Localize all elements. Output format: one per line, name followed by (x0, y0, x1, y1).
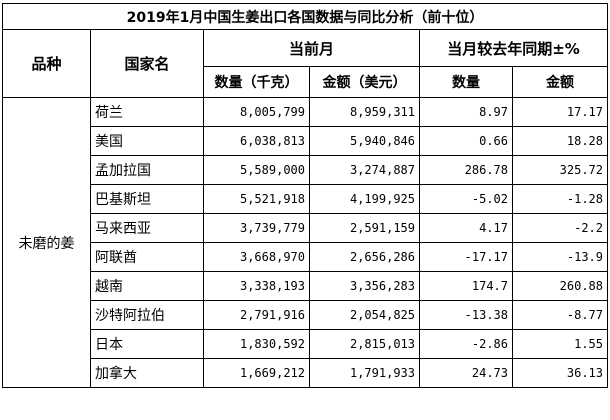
qty-pct-cell: 286.78 (419, 155, 513, 185)
table-body: 未磨的姜 荷兰 8,005,799 8,959,311 8.97 17.17 美国 6,038… (2, 97, 608, 388)
qty-pct-header: 数量 (419, 66, 513, 98)
country-cell: 美国 (90, 126, 204, 156)
table-row: 巴基斯坦 5,521,918 4,199,925 -5.02 -1.28 (3, 184, 608, 214)
amount-cell: 3,274,887 (309, 155, 420, 185)
qty-pct-cell: -13.38 (419, 300, 513, 330)
yoy-header: 当月较去年同期±% (419, 29, 608, 67)
table-row: 日本 1,830,592 2,815,013 -2.86 1.55 (3, 329, 608, 359)
qty-pct-cell: 24.73 (419, 358, 513, 388)
country-header: 国家名 (90, 29, 204, 98)
country-cell: 巴基斯坦 (90, 184, 204, 214)
qty-cell: 3,668,970 (203, 242, 310, 272)
country-cell: 阿联酋 (90, 242, 204, 272)
amount-pct-cell: -1.28 (512, 184, 608, 214)
table-row: 孟加拉国 5,589,000 3,274,887 286.78 325.72 (3, 155, 608, 185)
table-row: 美国 6,038,813 5,940,846 0.66 18.28 (3, 126, 608, 156)
qty-pct-cell: -17.17 (419, 242, 513, 272)
amount-pct-cell: -2.2 (512, 213, 608, 243)
qty-cell: 2,791,916 (203, 300, 310, 330)
amount-cell: 2,815,013 (309, 329, 420, 359)
qty-pct-cell: 8.97 (419, 97, 513, 127)
amount-pct-cell: 17.17 (512, 97, 608, 127)
amount-header: 金额（美元） (309, 66, 420, 98)
amount-pct-cell: -13.9 (512, 242, 608, 272)
table-row: 加拿大 1,669,212 1,791,933 24.73 36.13 (3, 358, 608, 388)
table-row: 未磨的姜 荷兰 8,005,799 8,959,311 8.97 17.17 (2, 97, 608, 388)
qty-cell: 3,338,193 (203, 271, 310, 301)
amount-cell: 3,356,283 (309, 271, 420, 301)
ginger-export-table: 2019年1月中国生姜出口各国数据与同比分析（前十位） 品种 国家名 当前月 当… (2, 3, 608, 388)
qty-pct-cell: -5.02 (419, 184, 513, 214)
country-cell: 日本 (90, 329, 204, 359)
amount-cell: 2,054,825 (309, 300, 420, 330)
amount-cell: 2,591,159 (309, 213, 420, 243)
amount-pct-cell: 260.88 (512, 271, 608, 301)
qty-cell: 5,521,918 (203, 184, 310, 214)
qty-cell: 8,005,799 (203, 97, 310, 127)
qty-cell: 3,739,779 (203, 213, 310, 243)
table-row: 马来西亚 3,739,779 2,591,159 4.17 -2.2 (3, 213, 608, 243)
kind-cell: 未磨的姜 (2, 97, 91, 388)
amount-cell: 1,791,933 (309, 358, 420, 388)
country-cell: 荷兰 (90, 97, 204, 127)
qty-cell: 6,038,813 (203, 126, 310, 156)
qty-pct-cell: 4.17 (419, 213, 513, 243)
qty-cell: 1,669,212 (203, 358, 310, 388)
table-row: 阿联酋 3,668,970 2,656,286 -17.17 -13.9 (3, 242, 608, 272)
amount-cell: 8,959,311 (309, 97, 420, 127)
qty-cell: 5,589,000 (203, 155, 310, 185)
country-cell: 马来西亚 (90, 213, 204, 243)
qty-pct-cell: 0.66 (419, 126, 513, 156)
amount-pct-cell: 1.55 (512, 329, 608, 359)
amount-pct-cell: -8.77 (512, 300, 608, 330)
country-cell: 加拿大 (90, 358, 204, 388)
amount-cell: 5,940,846 (309, 126, 420, 156)
qty-header: 数量（千克） (203, 66, 310, 98)
country-cell: 孟加拉国 (90, 155, 204, 185)
qty-cell: 1,830,592 (203, 329, 310, 359)
kind-header: 品种 (2, 29, 91, 98)
table-row: 沙特阿拉伯 2,791,916 2,054,825 -13.38 -8.77 (3, 300, 608, 330)
amount-pct-header: 金额 (512, 66, 608, 98)
country-cell: 越南 (90, 271, 204, 301)
amount-cell: 4,199,925 (309, 184, 420, 214)
country-cell: 沙特阿拉伯 (90, 300, 204, 330)
amount-pct-cell: 325.72 (512, 155, 608, 185)
table-row: 越南 3,338,193 3,356,283 174.7 260.88 (3, 271, 608, 301)
amount-pct-cell: 18.28 (512, 126, 608, 156)
qty-pct-cell: 174.7 (419, 271, 513, 301)
amount-cell: 2,656,286 (309, 242, 420, 272)
current-month-header: 当前月 (203, 29, 420, 67)
table-title: 2019年1月中国生姜出口各国数据与同比分析（前十位） (2, 3, 608, 30)
qty-pct-cell: -2.86 (419, 329, 513, 359)
amount-pct-cell: 36.13 (512, 358, 608, 388)
